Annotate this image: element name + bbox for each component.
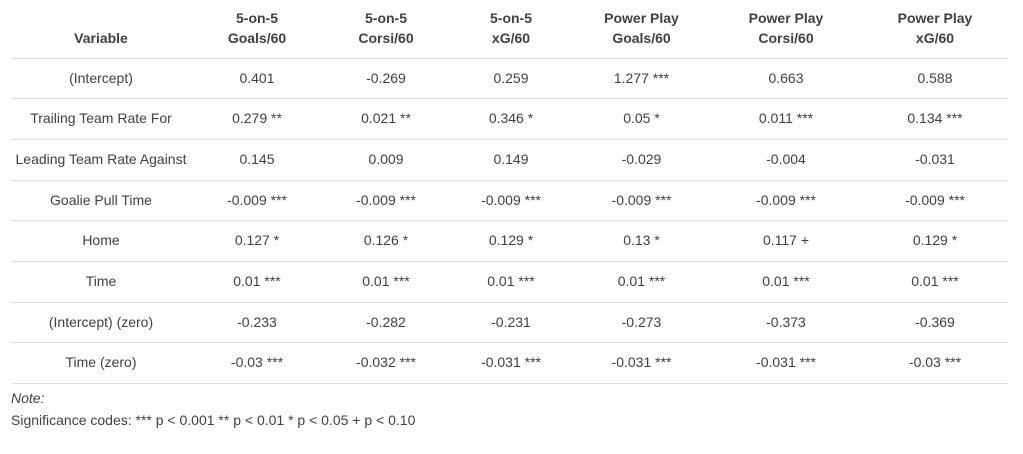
table-row-goalie-pull-time: Goalie Pull Time -0.009 *** -0.009 *** -… [11,180,1008,222]
column-header-pp-xg60: Power Play xG/60 [862,0,1008,59]
column-header-5on5-xg60: 5-on-5 xG/60 [449,0,573,59]
coefficient-cell: 0.663 [710,58,862,100]
coefficient-cell: -0.031 [862,139,1008,181]
header-row: Variable 5-on-5 Goals/60 5-on-5 Corsi/60… [11,0,1008,59]
column-header-pp-goals60: Power Play Goals/60 [573,0,710,59]
column-header-5on5-corsi60: 5-on-5 Corsi/60 [323,0,449,59]
coefficient-cell: -0.03 *** [191,342,323,385]
row-variable-label: Leading Team Rate Against [11,139,191,181]
row-variable-label: (Intercept) [11,58,191,100]
coefficient-cell: 0.588 [862,58,1008,100]
column-header-pp-corsi60: Power Play Corsi/60 [710,0,862,59]
table-row-trailing-team-rate-for: Trailing Team Rate For 0.279 ** 0.021 **… [11,98,1008,140]
table-row-time: Time 0.01 *** 0.01 *** 0.01 *** 0.01 ***… [11,261,1008,303]
coefficient-cell: 0.021 ** [323,98,449,140]
coefficient-cell: -0.009 *** [862,180,1008,222]
coefficient-cell: 0.346 * [449,98,573,140]
significance-codes-text: Significance codes: *** p < 0.001 ** p <… [11,411,416,428]
row-variable-label: Home [11,220,191,263]
coefficient-cell: 1.277 *** [573,58,710,100]
coefficient-cell: 0.126 * [323,220,449,263]
column-header-variable: Variable [11,0,191,59]
coefficient-cell: -0.004 [710,139,862,181]
coefficient-cell: -0.009 *** [573,180,710,222]
coefficient-cell: 0.011 *** [710,98,862,140]
table-row-home: Home 0.127 * 0.126 * 0.129 * 0.13 * 0.11… [11,220,1008,263]
coefficient-cell: -0.009 *** [191,180,323,222]
coefficient-cell: 0.129 * [449,220,573,263]
regression-results-table: Variable 5-on-5 Goals/60 5-on-5 Corsi/60… [11,0,1008,385]
coefficient-cell: -0.032 *** [323,342,449,385]
coefficient-cell: 0.05 * [573,98,710,140]
table-row-time-zero: Time (zero) -0.03 *** -0.032 *** -0.031 … [11,342,1008,385]
table-notes: Note: Significance codes: *** p < 0.001 … [11,388,1023,431]
coefficient-cell: -0.031 *** [710,342,862,385]
coefficient-cell: -0.233 [191,302,323,344]
coefficient-cell: -0.009 *** [323,180,449,222]
coefficient-cell: 0.13 * [573,220,710,263]
coefficient-cell: -0.03 *** [862,342,1008,385]
coefficient-cell: -0.009 *** [449,180,573,222]
coefficient-cell: 0.134 *** [862,98,1008,140]
coefficient-cell: 0.01 *** [323,261,449,303]
coefficient-cell: 0.009 [323,139,449,181]
coefficient-cell: 0.01 *** [710,261,862,303]
coefficient-cell: 0.259 [449,58,573,100]
coefficient-cell: 0.149 [449,139,573,181]
column-header-5on5-goals60: 5-on-5 Goals/60 [191,0,323,59]
table-row-intercept: (Intercept) 0.401 -0.269 0.259 1.277 ***… [11,58,1008,100]
coefficient-cell: 0.01 *** [191,261,323,303]
coefficient-cell: 0.145 [191,139,323,181]
row-variable-label: Time [11,261,191,303]
table-row-intercept-zero: (Intercept) (zero) -0.233 -0.282 -0.231 … [11,302,1008,344]
coefficient-cell: -0.269 [323,58,449,100]
coefficient-cell: 0.401 [191,58,323,100]
coefficient-cell: 0.01 *** [449,261,573,303]
coefficient-cell: 0.117 + [710,220,862,263]
row-variable-label: Goalie Pull Time [11,180,191,222]
coefficient-cell: -0.031 *** [573,342,710,385]
row-variable-label: (Intercept) (zero) [11,302,191,344]
coefficient-cell: 0.279 ** [191,98,323,140]
coefficient-cell: 0.01 *** [573,261,710,303]
coefficient-cell: -0.231 [449,302,573,344]
coefficient-cell: 0.01 *** [862,261,1008,303]
coefficient-cell: -0.273 [573,302,710,344]
coefficient-cell: -0.282 [323,302,449,344]
coefficient-cell: -0.029 [573,139,710,181]
row-variable-label: Time (zero) [11,342,191,385]
note-label: Note: [11,390,45,407]
coefficient-cell: 0.127 * [191,220,323,263]
table-row-leading-team-rate-against: Leading Team Rate Against 0.145 0.009 0.… [11,139,1008,181]
coefficient-cell: 0.129 * [862,220,1008,263]
coefficient-cell: -0.369 [862,302,1008,344]
coefficient-cell: -0.031 *** [449,342,573,385]
coefficient-cell: -0.009 *** [710,180,862,222]
row-variable-label: Trailing Team Rate For [11,98,191,140]
coefficient-cell: -0.373 [710,302,862,344]
